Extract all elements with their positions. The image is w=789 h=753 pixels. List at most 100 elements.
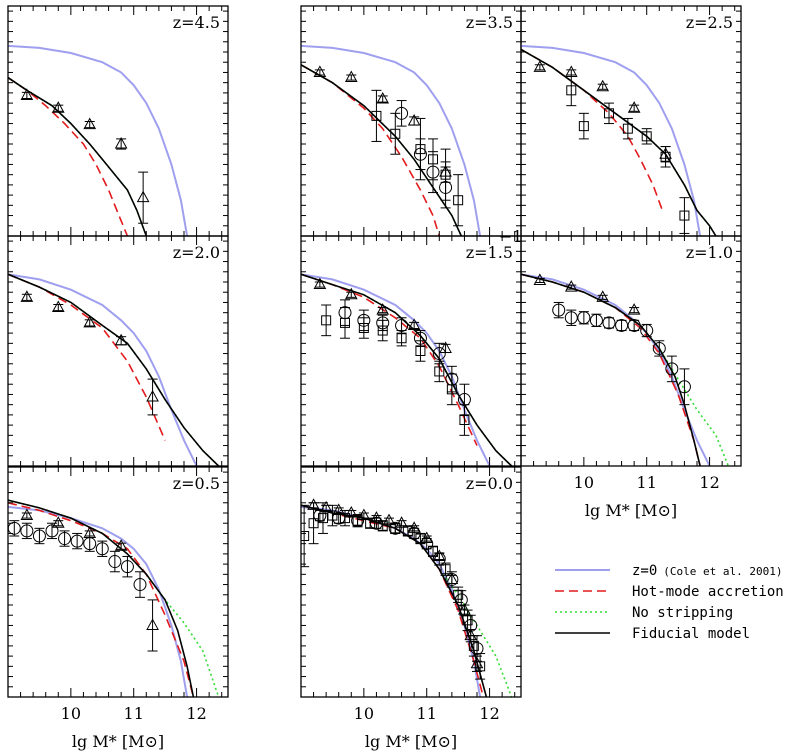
circle-point — [445, 372, 459, 386]
x-tick-label: 12 — [186, 704, 206, 723]
circle-point — [338, 306, 352, 320]
plot-area — [8, 44, 189, 236]
panel-z-3-5: z=3.5 — [300, 5, 522, 237]
circle-point — [413, 147, 427, 161]
circle-point — [589, 313, 603, 327]
circle-point — [20, 524, 34, 538]
x-tick-label: 11 — [637, 473, 657, 492]
triangle-point — [627, 303, 641, 315]
square-point — [402, 525, 413, 536]
square-point — [660, 151, 671, 162]
circle-point — [133, 578, 147, 592]
triangle-point — [51, 516, 65, 528]
series-cole-line — [521, 273, 711, 466]
panel-z-1-0: z=1.0 −1 10 11 12 lg M* [M⊙] — [499, 227, 742, 520]
circle-point — [332, 511, 346, 525]
triangle-point — [146, 618, 159, 630]
panel-frame — [7, 5, 229, 237]
circle-point — [464, 618, 478, 632]
series-hot-line — [8, 502, 195, 697]
x-tick-label: 12 — [699, 473, 719, 492]
circle-point — [395, 106, 409, 120]
triangle-point — [313, 65, 327, 77]
square-point — [440, 564, 451, 575]
x-tick-label: 10 — [574, 473, 594, 492]
triangle-point — [114, 333, 128, 346]
circle-point — [420, 537, 434, 551]
circle-point — [395, 318, 409, 332]
square-point — [462, 615, 473, 626]
legend-label-nostrip: No stripping — [632, 605, 733, 621]
series-nostrip-line — [521, 48, 717, 236]
square-point — [301, 531, 310, 541]
circle-point — [407, 526, 421, 540]
series-nostrip-line — [8, 76, 148, 236]
circle-point — [357, 313, 371, 327]
series-cole-line — [8, 44, 189, 236]
circle-point — [120, 560, 134, 574]
triangle-point — [344, 287, 358, 300]
square-point — [371, 110, 382, 121]
legend-sublabel: (Cole et al. 2001) — [663, 565, 782, 578]
triangle-point — [407, 113, 421, 126]
x-tick-label: 10 — [61, 704, 81, 723]
panel-frame — [7, 466, 229, 698]
panel-z-0-0: z=0.0 10 11 12 lg M* [M⊙] — [300, 466, 522, 751]
x-axis-label: lg M* [M⊙] — [72, 732, 164, 751]
panel-redshift-label: z=1.0 — [686, 243, 733, 262]
square-point — [622, 123, 633, 134]
plot-area — [301, 498, 513, 697]
square-point — [578, 121, 589, 132]
legend-label-hot: Hot-mode accretion — [632, 584, 784, 600]
plot-area — [8, 273, 220, 466]
panel-frame — [7, 235, 229, 467]
square-point — [308, 518, 319, 529]
square-point — [453, 195, 464, 206]
circle-point — [376, 316, 390, 330]
circle-point — [577, 311, 591, 325]
legend: z=0 (Cole et al. 2001) Hot-mode accretion N… — [555, 563, 784, 642]
circle-point — [665, 362, 679, 376]
square-point — [321, 315, 332, 326]
circle-point — [58, 532, 72, 546]
triangle-point — [407, 318, 421, 330]
panel-redshift-label: z=3.5 — [466, 13, 513, 32]
panel-frame — [520, 5, 742, 237]
triangle-point — [596, 79, 610, 92]
circle-point — [677, 380, 691, 394]
series-cole-line — [301, 273, 491, 466]
triangle-point — [533, 60, 547, 72]
circle-point — [413, 331, 427, 345]
square-point — [679, 210, 690, 221]
panel-z-2-0: z=2.0−2−3−4−5lg φ[Mpc⁻³dex⁻¹] — [7, 235, 229, 467]
circle-point — [32, 529, 46, 543]
series-fiducial-line — [8, 76, 148, 236]
square-point — [327, 510, 338, 521]
plot-area — [301, 273, 513, 466]
triangle-point — [382, 513, 396, 526]
triangle-point — [464, 628, 478, 641]
plot-area — [521, 273, 730, 466]
triangle-point — [533, 273, 547, 285]
plot-area — [301, 44, 482, 236]
triangle-point — [83, 117, 97, 130]
series-cole-line — [301, 44, 482, 236]
series-fiducial-line — [521, 48, 717, 236]
circle-point — [313, 509, 327, 523]
series-cole-line — [8, 505, 189, 697]
series-fiducial-line — [8, 499, 195, 697]
x-tick-label: 11 — [124, 704, 144, 723]
circle-point — [457, 393, 471, 407]
panel-frame — [300, 466, 522, 698]
circle-point — [351, 514, 365, 528]
triangle-point — [114, 539, 128, 551]
panel-z-2-5: z=2.5 — [520, 5, 742, 237]
square-point — [475, 661, 486, 672]
x-tick-label: 12 — [479, 704, 499, 723]
circle-point — [652, 341, 666, 355]
triangle-point — [564, 280, 578, 292]
plot-area — [521, 44, 717, 236]
circle-point — [640, 324, 654, 338]
square-point — [365, 518, 376, 529]
square-point — [390, 128, 401, 139]
